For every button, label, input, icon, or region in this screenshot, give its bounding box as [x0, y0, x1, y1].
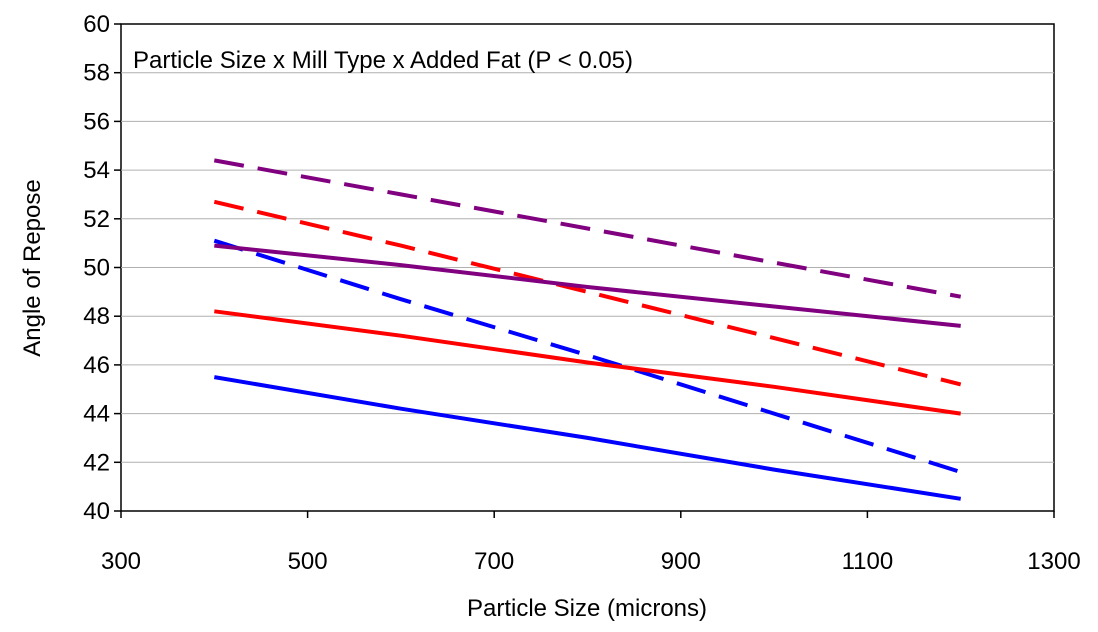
x-tick-label: 500 [288, 548, 328, 575]
y-axis-title: Angle of Repose [19, 179, 46, 356]
x-axis-title: Particle Size (microns) [467, 595, 707, 622]
series-lines [213, 158, 962, 501]
y-tick-label: 46 [83, 352, 110, 379]
y-axis-ticks: 40 42 44 46 48 50 52 54 56 58 60 [83, 11, 121, 525]
y-tick-label: 44 [83, 401, 110, 428]
y-tick-label: 56 [83, 108, 110, 135]
series-line-5 [214, 309, 961, 416]
series-line-4 [214, 243, 961, 328]
y-tick-label: 40 [83, 498, 110, 525]
y-tick-label: 42 [83, 449, 110, 476]
x-tick-label: 900 [661, 548, 701, 575]
x-tick-label: 1300 [1027, 548, 1080, 575]
chart-annotation: Particle Size x Mill Type x Added Fat (P… [133, 47, 633, 74]
y-tick-label: 50 [83, 255, 110, 282]
y-tick-label: 54 [83, 157, 110, 184]
y-tick-label: 58 [83, 60, 110, 87]
y-tick-label: 52 [83, 206, 110, 233]
gridlines [121, 72, 1054, 463]
series-line-1 [213, 158, 962, 299]
series-line-6 [213, 375, 962, 501]
x-tick-label: 1100 [842, 548, 894, 575]
x-tick-label: 700 [474, 548, 514, 575]
y-tick-label: 60 [83, 11, 110, 38]
y-tick-label: 48 [83, 303, 110, 330]
x-tick-label: 300 [101, 548, 141, 575]
series-line-2 [213, 199, 962, 387]
x-axis-ticks: 300 500 700 900 1100 1300 [101, 511, 1081, 575]
